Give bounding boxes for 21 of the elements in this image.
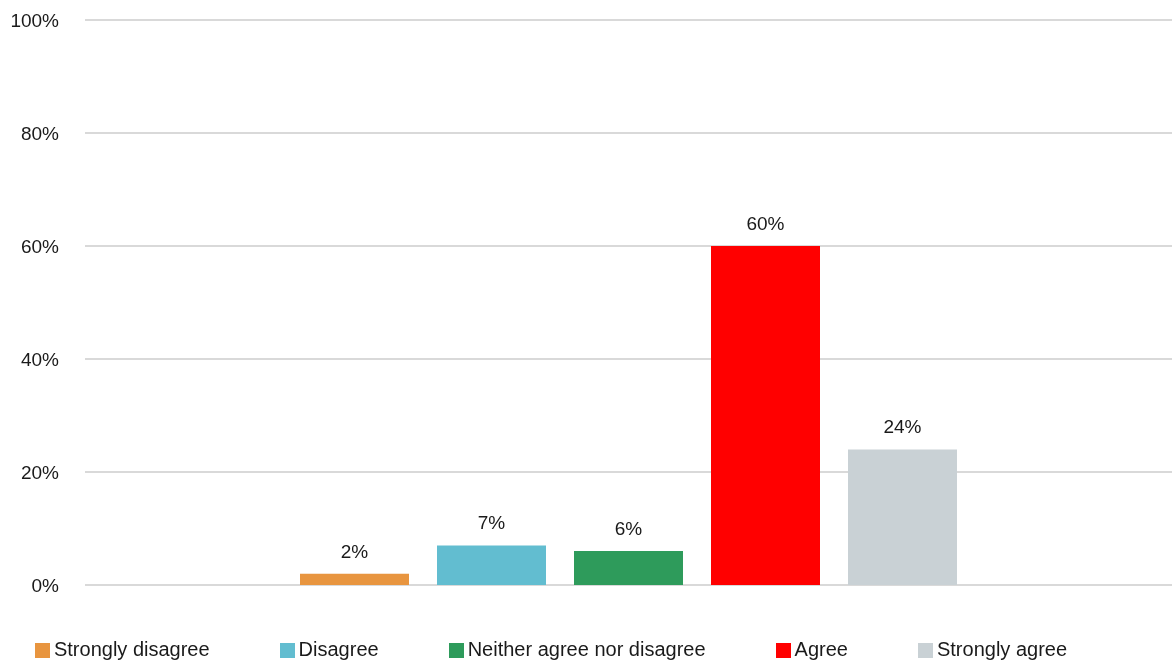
bar: [574, 551, 683, 585]
y-tick-label: 0%: [31, 574, 60, 596]
bar: [848, 449, 957, 585]
y-tick-label: 40%: [20, 348, 60, 370]
data-label: 6%: [614, 518, 643, 540]
legend-label: Strongly agree: [936, 638, 1068, 660]
y-tick-label: 80%: [20, 122, 60, 144]
legend-label: Strongly disagree: [53, 638, 210, 660]
data-label: 24%: [883, 416, 922, 438]
legend-label: Neither agree nor disagree: [467, 638, 706, 660]
y-tick-label: 60%: [20, 235, 60, 257]
y-tick-label: 20%: [20, 461, 60, 483]
bar: [300, 573, 409, 585]
legend-label: Agree: [794, 638, 848, 660]
bar: [711, 246, 820, 585]
bar: [437, 545, 546, 585]
y-tick-label: 100%: [10, 9, 60, 31]
data-label: 7%: [477, 512, 506, 534]
legend-label: Disagree: [298, 638, 379, 660]
data-label: 60%: [746, 213, 785, 234]
data-label: 2%: [340, 540, 369, 562]
